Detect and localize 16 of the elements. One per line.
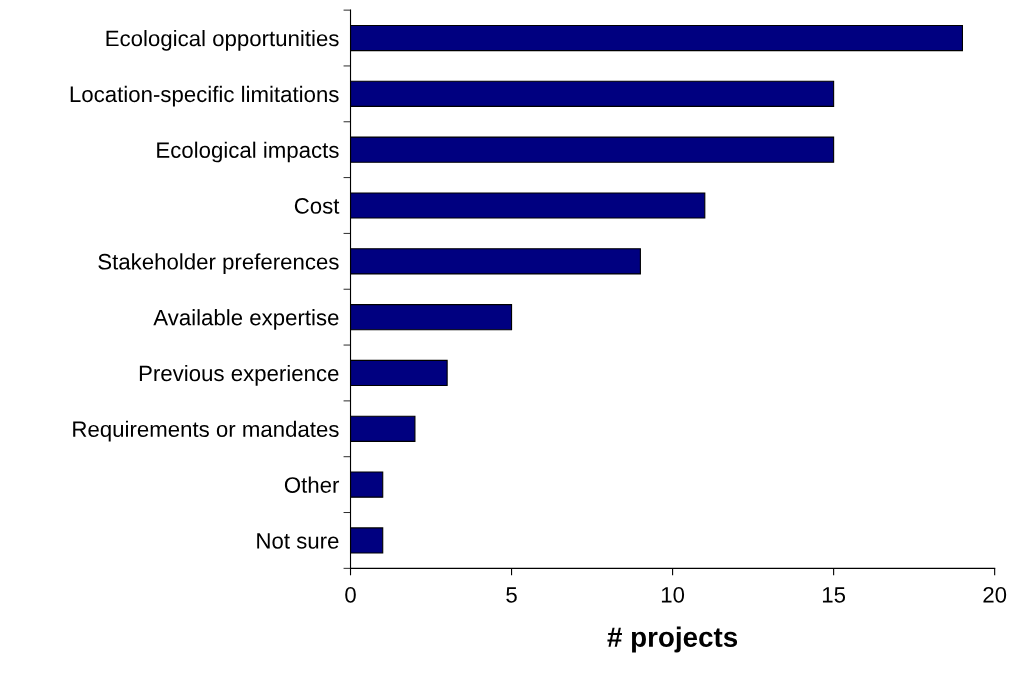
y-tick-label: Requirements or mandates [73,420,339,442]
x-tick-label: 15 [822,587,846,603]
x-tick-label: 0 [345,586,356,603]
y-tick-label: Available expertise [153,309,339,330]
x-tick-label: 10 [661,586,685,603]
y-tick-label: Ecological opportunities [106,29,339,51]
x-tick-label: 5 [506,587,517,603]
y-tick-label: Location-specific limitations [70,85,339,107]
x-tick-label: 20 [983,586,1007,603]
y-tick-label: Previous experience [139,364,339,386]
y-tick-label: Not sure [257,533,339,549]
y-tick-label: Ecological impacts [157,141,339,163]
x-axis-title: # projects [607,626,738,653]
y-tick-label: Other [284,476,340,493]
y-tick-label: Cost [294,198,340,214]
y-tick-label: Stakeholder preferences [98,253,339,274]
